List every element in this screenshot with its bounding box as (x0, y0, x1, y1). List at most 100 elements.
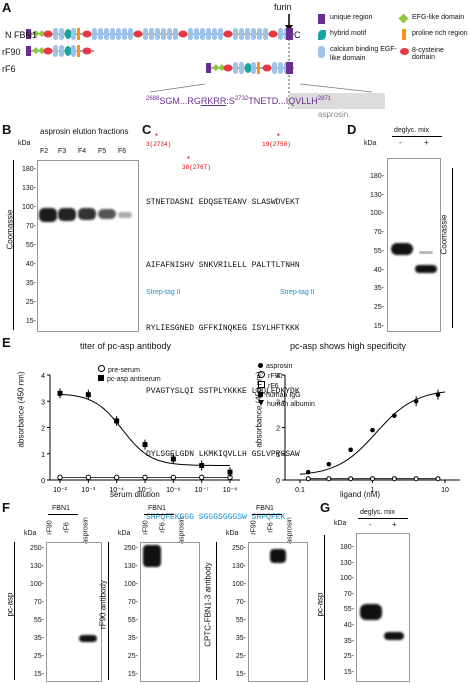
cbegf-domain (218, 28, 223, 40)
marker: 250- (29, 545, 44, 552)
seq-colon: : (226, 96, 229, 106)
teal-leaf-icon (318, 30, 326, 40)
blue-capsule-icon (318, 46, 325, 58)
panel-e-left-ylabel: absorbance (450 nm) (16, 371, 26, 448)
panel-label-a: A (2, 0, 12, 15)
asprosin-domain (286, 62, 293, 74)
f1-kda: kDa (24, 530, 37, 537)
panel-label-e: E (2, 335, 11, 350)
cbegf-domain (128, 28, 133, 40)
panel-d-header-line (392, 136, 442, 137)
cbegf-domain (251, 28, 256, 40)
marker: 100- (29, 581, 44, 588)
marker: 100- (231, 581, 246, 588)
marker: 35- (33, 635, 44, 642)
f2-header: FBN1 (148, 505, 166, 512)
hybrid-domain (244, 63, 252, 73)
panel-d-header: deglyc. mix (394, 127, 430, 134)
antiserum-point (114, 418, 120, 424)
row-label-fbn1: FBN1 (14, 30, 38, 40)
marker: 70- (373, 229, 384, 237)
cbegf-domain (122, 28, 127, 40)
cbegf-domain (272, 62, 277, 74)
cbegf-domain (212, 28, 217, 40)
legend-egf-like: EFG-like domain (412, 14, 465, 21)
marker: 55- (127, 617, 138, 624)
control-point (413, 476, 419, 482)
legend-8cys: 8-cysteine domain (412, 47, 444, 61)
marker: 15- (25, 318, 36, 325)
f3-header-line (252, 514, 282, 515)
f3-band-rf6 (270, 549, 286, 563)
fbn1-domain-row (26, 28, 294, 40)
panel-b-ylabel-bar (13, 160, 14, 330)
legend-asprosin: asprosin (266, 363, 293, 370)
panel-e-left-title: titer of pc-asp antibody (80, 341, 172, 351)
orange-bar-icon (402, 29, 406, 40)
antiserum-point (170, 456, 176, 462)
c-terminus-label: C (294, 30, 301, 40)
control-point (348, 476, 354, 482)
lane-f4: F4 (78, 148, 87, 155)
panel-g-plus: + (392, 520, 397, 529)
band-f2 (39, 208, 57, 222)
open-circle-icon (98, 365, 105, 372)
g-band-untreated (360, 604, 382, 620)
pre-serum-point (113, 474, 120, 481)
control-point (435, 476, 441, 482)
cbegf-domain (278, 62, 283, 74)
cbegf-domain (194, 28, 199, 40)
control-point (326, 476, 332, 482)
x-tick-label: 10⁻³ (81, 487, 95, 494)
marker: 180- (339, 544, 354, 551)
seq-end: TNETD...IQVLLH (248, 96, 318, 106)
sequence-line: RYLIESGNED GFFKINQKEG ISYLHFTKKK (146, 324, 300, 333)
legend-unique-region: unique region (330, 14, 373, 21)
cbegf-domain (257, 28, 262, 40)
cbegf-domain (233, 28, 238, 40)
panel-d-gel (387, 158, 441, 332)
y-tick-label: 3 (276, 399, 280, 406)
strep-tag-1: Strep-tag II (146, 289, 181, 296)
pre-serum-point (85, 474, 92, 481)
f2-blot (140, 542, 200, 682)
control-point (305, 476, 311, 482)
y-tick-label: 4 (276, 373, 280, 380)
marker: 55- (33, 617, 44, 624)
marker: 25- (33, 653, 44, 660)
asprosin-point (348, 447, 353, 453)
marker: 40- (25, 261, 36, 268)
cbegf-domain (245, 28, 250, 40)
panel-b-gel (37, 160, 139, 332)
lane-f6: F6 (118, 148, 127, 155)
panel-label-g: G (320, 500, 331, 515)
y-tick-label: 0 (276, 478, 280, 485)
f3-lane-rf6: rF6 (267, 522, 275, 533)
8cys-domain (43, 30, 53, 38)
panel-label-f: F (2, 500, 10, 515)
f3-blot (248, 542, 308, 682)
fit-curve (299, 391, 446, 475)
panel-g-ylabel-bar (324, 535, 325, 680)
legend-rf90: rF90 (268, 373, 283, 380)
panel-d-ylabel-bar (452, 168, 453, 328)
control-point (391, 476, 397, 482)
panel-g-markers: 180- 130- 100- 70- 55- 40- 35- 25- 15- (328, 540, 354, 680)
panel-g-kda: kDa (334, 520, 347, 527)
f2-band-rf90 (143, 545, 161, 567)
marker: 130- (339, 559, 354, 567)
marker: 25- (25, 299, 36, 306)
panel-e-right-title: pc-asp shows high specificity (290, 341, 407, 351)
site1-label: 3(2734) (146, 141, 172, 148)
marker: 100- (21, 204, 36, 211)
cbegf-domain (92, 28, 97, 40)
marker: 25- (127, 653, 138, 660)
f2-ylabel-bar (108, 542, 109, 680)
titer-chart: 0 1 2 3 4 10⁻² 10⁻³ 10⁻⁴ 10⁻⁵ 10⁻⁶ 10⁻⁷ 10⁻⁸ (41, 373, 240, 494)
sequence-line-tags: SHPQFEKGGG SGGGSGGGSW SHPQFEK (146, 513, 286, 522)
cbegf-domain (263, 28, 268, 40)
marker: 35- (373, 285, 384, 293)
hybrid-domain (64, 29, 72, 39)
panel-d-kda: kDa (364, 140, 377, 147)
